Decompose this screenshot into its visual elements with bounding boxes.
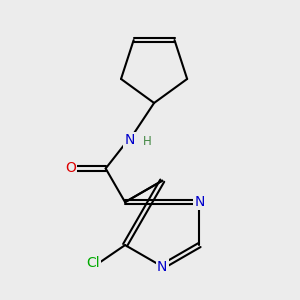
Text: H: H xyxy=(143,135,152,148)
Text: N: N xyxy=(124,133,134,147)
Text: N: N xyxy=(194,195,205,209)
Text: O: O xyxy=(65,161,76,176)
Text: N: N xyxy=(157,260,167,274)
Text: Cl: Cl xyxy=(86,256,100,271)
